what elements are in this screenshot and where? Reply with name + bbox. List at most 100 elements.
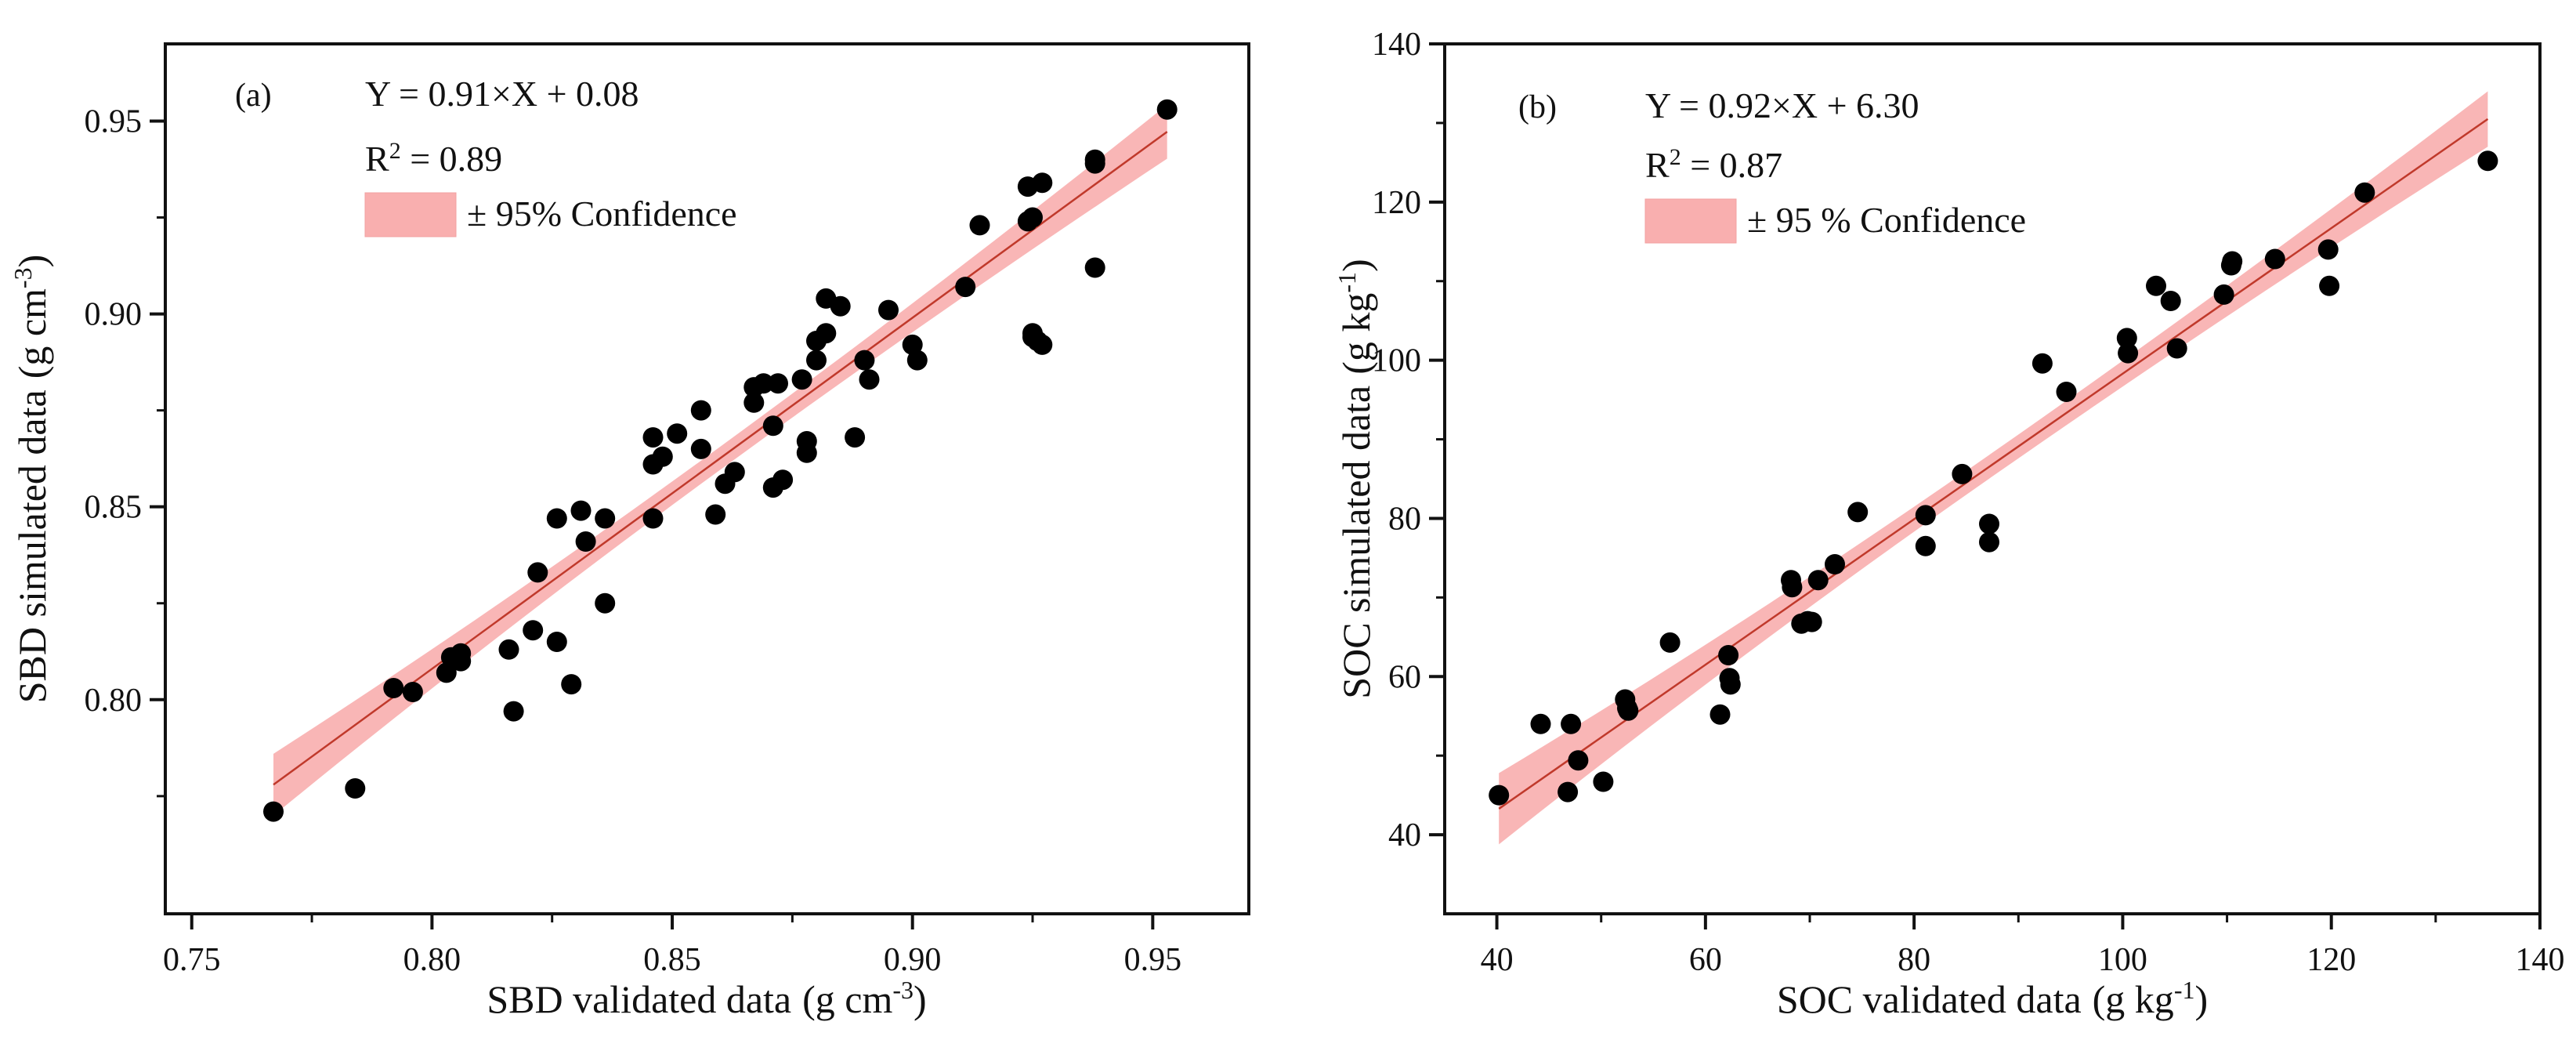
plot-frame: [1443, 42, 2542, 915]
y-tick-label: 120: [1372, 185, 1421, 221]
y-axis-title-text: SBD simulated data: [10, 390, 54, 703]
data-point: [1825, 554, 1845, 574]
data-point: [955, 277, 976, 298]
y-tick-label: 40: [1388, 817, 1421, 853]
x-tick-label: 60: [1689, 942, 1722, 978]
data-point: [436, 662, 457, 683]
data-point: [690, 438, 711, 459]
r-squared-label: R2 = 0.87: [1645, 144, 1782, 186]
data-point: [575, 531, 596, 552]
data-point: [527, 562, 548, 583]
data-point: [1489, 784, 1510, 806]
data-point: [2213, 284, 2234, 305]
regression-equation: Y = 0.92×X + 6.30: [1645, 85, 1919, 125]
y-axis-unit-end: ): [1334, 259, 1378, 272]
data-point: [1801, 611, 1822, 632]
x-tick-label: 0.85: [643, 942, 701, 978]
x-axis-title-text: SOC validated data: [1777, 977, 2082, 1021]
y-axis-title: SBD simulated data (g cm-3): [9, 255, 54, 704]
x-axis-unit: (g cm: [802, 977, 892, 1021]
data-point: [2222, 251, 2243, 272]
y-axis-unit-end: ): [10, 255, 54, 268]
data-point: [1022, 207, 1043, 228]
r-squared-value: = 0.89: [401, 139, 502, 179]
x-axis-unit-end: ): [914, 977, 927, 1021]
data-point: [854, 350, 875, 371]
scatter-points: [263, 99, 1178, 822]
data-point: [2146, 275, 2166, 296]
x-tick-labels: 40 60 80 100 120 140: [1481, 942, 2565, 978]
y-tick-label: 0.85: [85, 490, 143, 526]
y-tick-label: 0.90: [85, 297, 143, 333]
plot-frame: [164, 42, 1250, 915]
data-point: [642, 508, 664, 529]
y-axis-title-text: SOC simulated data: [1334, 386, 1378, 699]
data-point: [263, 801, 284, 822]
x-axis-title: SOC validated data (g kg-1): [1777, 976, 2208, 1021]
data-point: [845, 427, 866, 448]
data-point: [1709, 704, 1731, 725]
data-point: [830, 295, 851, 317]
data-point: [705, 504, 726, 525]
data-point: [902, 334, 923, 355]
legend-label: ± 95 % Confidence: [1747, 200, 2026, 240]
legend-label: ± 95% Confidence: [467, 194, 737, 234]
data-point: [1032, 172, 1053, 194]
r-squared-superscript: 2: [389, 138, 401, 164]
panel-a: 0.75 0.80 0.85 0.90 0.95 0.80 0.85 0.90 0.95 (a…: [9, 42, 1250, 1021]
confidence-band-layer: [273, 104, 1167, 816]
fit-line: [273, 131, 1168, 786]
data-point: [2319, 275, 2340, 296]
data-point: [1718, 645, 1739, 665]
data-point: [724, 462, 745, 483]
data-point: [1568, 750, 1589, 771]
y-tick-label: 80: [1388, 501, 1421, 537]
data-point: [1618, 700, 1639, 721]
y-axis-unit: (g kg: [1334, 293, 1378, 375]
data-point: [1558, 781, 1579, 803]
data-point: [1952, 463, 1973, 484]
data-point: [2031, 353, 2053, 374]
data-point: [2166, 338, 2187, 359]
data-point: [1032, 334, 1053, 355]
data-point: [1915, 505, 1936, 526]
x-tick-label: 80: [1898, 942, 1930, 978]
data-point: [753, 373, 774, 394]
scatter-points: [1489, 150, 2498, 806]
x-axis-unit-sup: -1: [2174, 976, 2195, 1004]
x-axis-unit-sup: -3: [892, 976, 914, 1004]
data-point: [503, 701, 524, 722]
confidence-band-layer: [1499, 91, 2488, 845]
y-tick-label: 140: [1372, 27, 1421, 63]
x-tick-label: 40: [1481, 942, 1514, 978]
data-point: [642, 427, 664, 448]
data-point: [2477, 150, 2498, 172]
y-axis-unit: (g cm: [10, 288, 54, 379]
x-tick-label: 0.75: [163, 942, 221, 978]
y-tick-label: 0.80: [85, 683, 143, 719]
legend-swatch: [1644, 198, 1737, 244]
data-point: [1084, 153, 1105, 174]
r-squared-symbol: R: [365, 139, 389, 179]
panel-label: (a): [235, 78, 272, 114]
data-point: [690, 400, 711, 421]
data-point: [2354, 182, 2375, 203]
data-point: [498, 639, 519, 660]
data-point: [2160, 291, 2181, 311]
data-point: [1593, 771, 1614, 792]
x-axis-title: SBD validated data (g cm-3): [487, 976, 926, 1021]
data-point: [652, 446, 673, 467]
confidence-band: [273, 104, 1167, 816]
x-tick-label: 140: [2516, 942, 2565, 978]
r-squared-superscript: 2: [1670, 144, 1681, 170]
legend-swatch: [364, 192, 457, 237]
data-point: [816, 323, 837, 344]
data-point: [1782, 577, 1803, 598]
data-point: [1530, 713, 1551, 734]
fit-line: [1498, 118, 2489, 810]
confidence-band: [1499, 91, 2488, 845]
data-point: [1915, 535, 1936, 556]
data-point: [743, 392, 765, 413]
y-tick-labels: 0.80 0.85 0.90 0.95: [85, 103, 143, 718]
